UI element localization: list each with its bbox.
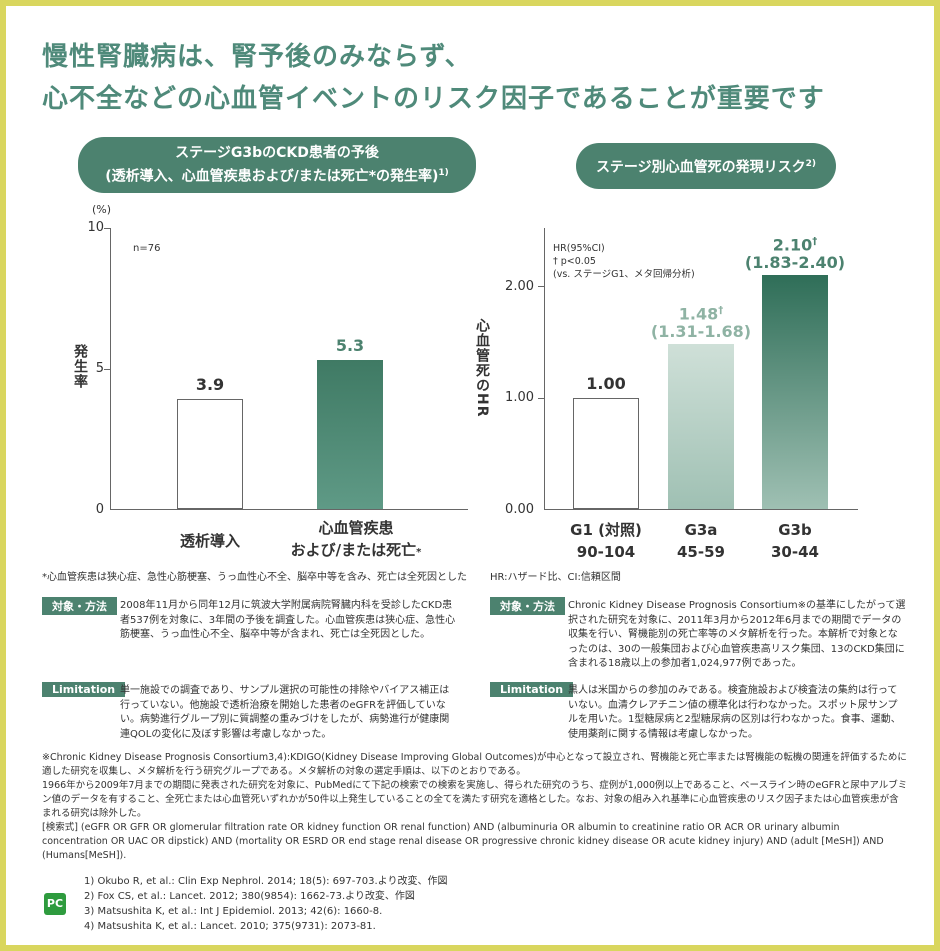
reference-3: 3) Matsushita K, et al.: Int J Epidemiol…	[84, 906, 383, 917]
left-unit-label: (%)	[92, 203, 112, 216]
left-chart-title-pill: ステージG3bのCKD患者の予後 (透析導入、心血管疾患および/または死亡*の発…	[78, 137, 476, 193]
left-chart-footnote: *心血管疾患は狭心症、急性心筋梗塞、うっ血性心不全、脳卒中等を含み、死亡は全死因…	[42, 572, 467, 583]
right-x-label-g3b: G3b 30-44	[745, 519, 845, 563]
right-x-label-g1: G1 (対照) 90-104	[556, 519, 656, 563]
reference-1: 1) Okubo R, et al.: Clin Exp Nephrol. 20…	[84, 876, 448, 887]
right-methods-text: Chronic Kidney Disease Prognosis Consort…	[568, 600, 906, 669]
left-bar-cvd	[317, 360, 383, 509]
right-value-g3b-ci: (1.83-2.40)	[744, 253, 846, 273]
right-value-g3b: 2.10† (1.83-2.40)	[740, 233, 850, 272]
left-value-cvd: 5.3	[335, 336, 365, 356]
right-chart-footnote: HR:ハザード比、CI:信頼区間	[490, 572, 621, 583]
consortium-note-p3: [検索式] (eGFR OR GFR OR glomerular filtrat…	[42, 822, 884, 861]
left-x-label-dialysis: 透析導入	[179, 532, 240, 550]
right-x-label-g3b-name: G3b	[778, 521, 812, 539]
right-value-g3b-dagger: †	[812, 235, 818, 247]
left-bar-dialysis	[177, 399, 243, 509]
left-x-label-cvd: 心血管疾患 および/または死亡*	[268, 517, 444, 564]
right-x-label-g3a: G3a 45-59	[651, 519, 751, 563]
right-tick-1: 1.00	[505, 390, 534, 405]
right-value-g3a-hr: 1.48	[678, 304, 719, 324]
right-tick-0: 0.00	[505, 502, 534, 517]
page-headline: 慢性腎臓病は、腎予後のみならず、 心不全などの心血管イベントのリスク因子であるこ…	[42, 36, 825, 120]
left-x-axis	[110, 509, 468, 510]
right-limitation-text: 黒人は米国からの参加のみである。検査施設および検査法の集約は行っていない。血清ク…	[568, 685, 901, 740]
pc-logo: PC	[44, 893, 66, 915]
right-pill-text: ステージ別心血管死の発現リスク	[595, 159, 806, 176]
right-bar-g1	[573, 397, 639, 509]
right-limitation-tag: Limitation	[490, 682, 574, 697]
left-value-dialysis: 3.9	[195, 375, 225, 395]
right-x-label-g3b-range: 30-44	[771, 543, 819, 561]
right-value-g3a-ci: (1.31-1.68)	[650, 322, 752, 342]
right-chart-title-pill: ステージ別心血管死の発現リスク2)	[576, 143, 836, 189]
right-legend-line1: HR(95%CI)	[553, 243, 605, 254]
right-y-tick-mark-2	[538, 286, 544, 287]
right-pill-ref: 2)	[805, 159, 817, 170]
consortium-note: ※Chronic Kidney Disease Prognosis Consor…	[42, 751, 908, 863]
left-x-label-cvd-mark: *	[416, 547, 422, 558]
right-value-g3a: 1.48† (1.31-1.68)	[646, 302, 756, 341]
left-y-tick-mark-5	[104, 369, 110, 370]
right-x-label-g3a-range: 45-59	[677, 543, 725, 561]
right-x-label-g1-name: G1 (対照)	[570, 521, 642, 539]
left-pill-ref: 1)	[438, 168, 449, 179]
left-tick-5: 5	[95, 361, 104, 376]
reference-4: 4) Matsushita K, et al.: Lancet. 2010; 3…	[84, 921, 376, 932]
left-y-tick-mark-10	[104, 228, 110, 229]
left-y-axis-label: 発生率	[72, 344, 88, 389]
left-tick-10: 10	[87, 220, 104, 235]
left-limitation-text: 単一施設での調査であり、サンプル選択の可能性の排除やバイアス補正は行っていない。…	[120, 685, 450, 740]
consortium-note-p2: 1966年から2009年7月までの期間に発表された研究を対象に、PubMedにて…	[42, 780, 908, 819]
page-frame: 慢性腎臓病は、腎予後のみならず、 心不全などの心血管イベントのリスク因子であるこ…	[6, 6, 934, 945]
consortium-note-p1: ※Chronic Kidney Disease Prognosis Consor…	[42, 752, 907, 777]
references-list: 1) Okubo R, et al.: Clin Exp Nephrol. 20…	[84, 874, 447, 934]
headline-line-2: 心不全などの心血管イベントのリスク因子であることが重要です	[42, 84, 825, 114]
left-methods-tag: 対象・方法	[42, 597, 117, 615]
right-x-label-g1-range: 90-104	[576, 543, 636, 561]
left-methods-text: 2008年11月から同年12月に筑波大学附属病院腎臓内科を受診したCKD患者53…	[120, 600, 456, 640]
right-y-tick-mark-1	[538, 398, 544, 399]
right-x-axis	[544, 509, 858, 510]
right-legend-line2: † p<0.05	[553, 256, 596, 267]
right-value-g3b-hr: 2.10	[772, 235, 813, 255]
left-pill-line-1: ステージG3bのCKD患者の予後	[175, 145, 379, 162]
left-y-axis	[110, 228, 111, 510]
left-tick-0: 0	[95, 502, 104, 517]
right-methods-tag: 対象・方法	[490, 597, 565, 615]
left-limitation-tag: Limitation	[42, 682, 126, 697]
right-y-axis	[544, 228, 545, 510]
left-n-label: n=76	[133, 243, 161, 254]
left-pill-line-2: (透析導入、心血管疾患および/または死亡*の発生率)	[105, 168, 439, 185]
reference-2: 2) Fox CS, et al.: Lancet. 2012; 380(985…	[84, 891, 415, 902]
right-legend: HR(95%CI) † p<0.05 (vs. ステージG1、メタ回帰分析)	[553, 242, 695, 281]
left-x-label-cvd-line1: 心血管疾患	[318, 519, 394, 537]
right-tick-2: 2.00	[505, 279, 534, 294]
right-y-axis-label: 心血管死のHR	[474, 318, 490, 418]
right-x-label-g3a-name: G3a	[684, 521, 718, 539]
right-value-g1: 1.00	[586, 373, 626, 393]
right-bar-g3a	[668, 343, 734, 509]
right-legend-line3: (vs. ステージG1、メタ回帰分析)	[553, 269, 695, 280]
left-x-label-cvd-line2: および/または死亡	[290, 541, 417, 559]
right-bar-g3b	[762, 274, 828, 509]
right-value-g3a-dagger: †	[718, 304, 724, 316]
headline-line-1: 慢性腎臓病は、腎予後のみならず、	[42, 42, 472, 72]
